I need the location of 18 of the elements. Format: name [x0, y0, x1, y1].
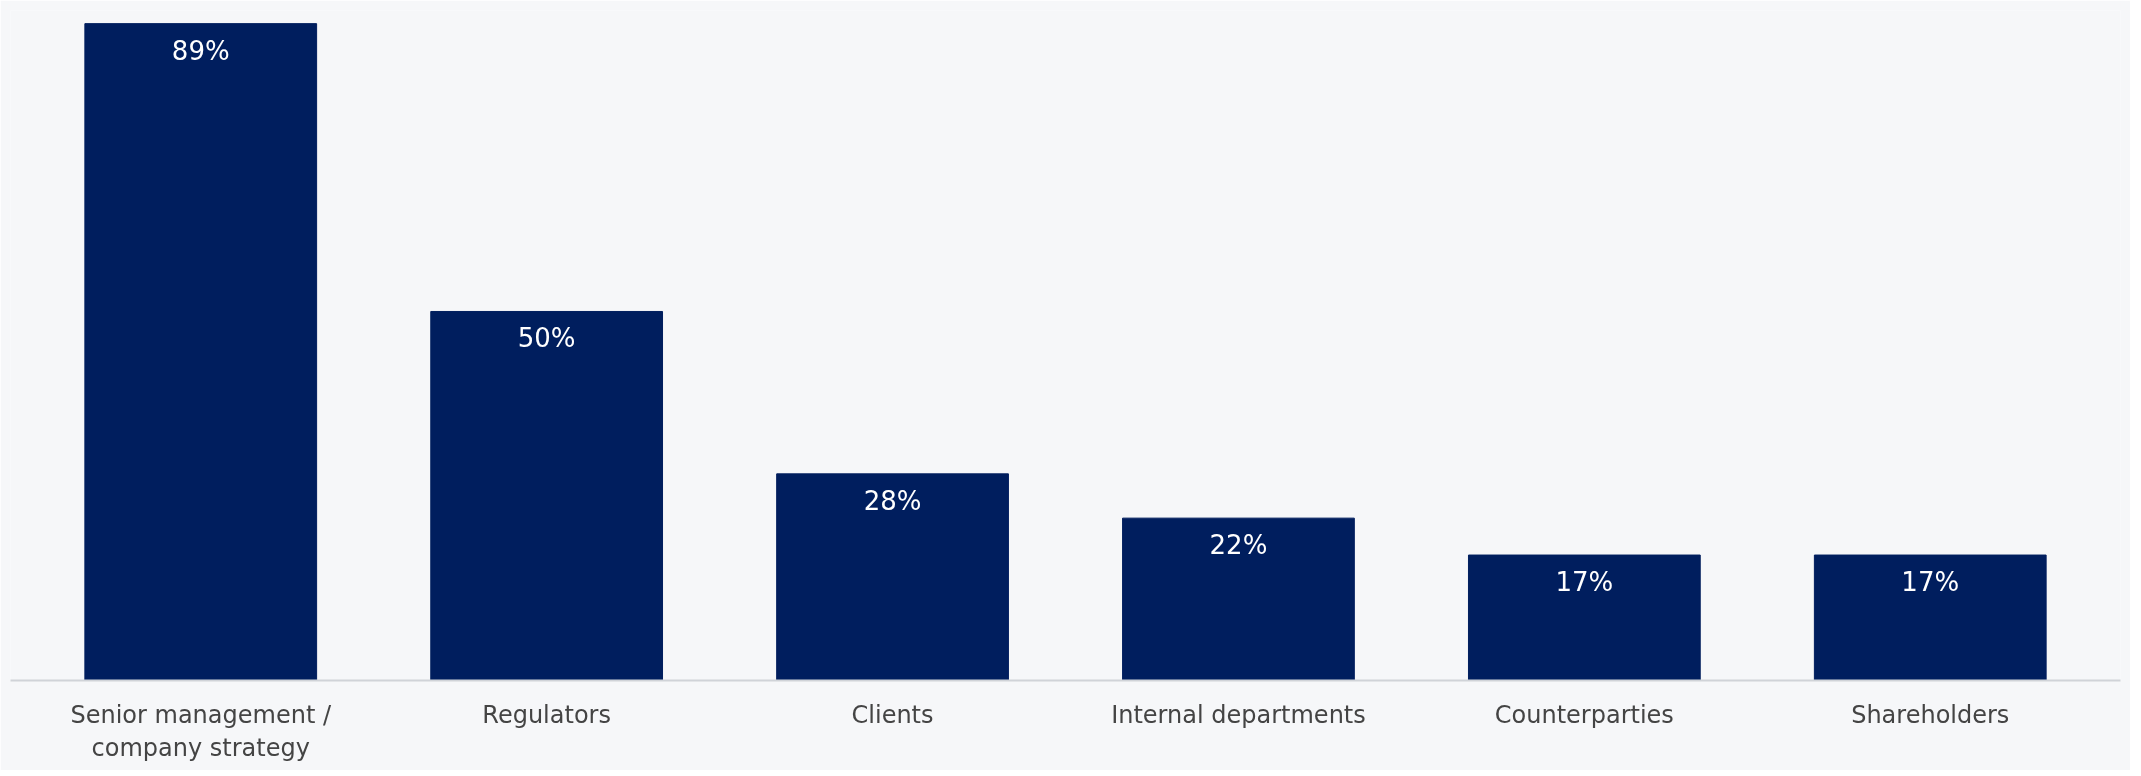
- x-tick-label: Shareholders: [1851, 700, 2010, 729]
- data-label: 17%: [1901, 567, 1960, 598]
- data-label: 22%: [1209, 530, 1268, 561]
- x-tick-label: Clients: [851, 700, 934, 729]
- bar: [430, 310, 664, 681]
- data-label: 89%: [171, 35, 230, 66]
- x-tick-label: Senior management / company strategy: [70, 700, 332, 763]
- x-tick-label: Regulators: [482, 700, 611, 729]
- data-label: 50%: [517, 323, 576, 354]
- bar: [776, 473, 1009, 681]
- bar: [1122, 517, 1355, 681]
- data-label: 17%: [1555, 567, 1614, 598]
- bar: [1467, 554, 1701, 681]
- x-tick-label: Counterparties: [1494, 700, 1674, 729]
- data-label: 28%: [863, 485, 922, 516]
- x-tick-label: Internal departments: [1111, 700, 1366, 729]
- bar: [1813, 554, 2047, 681]
- bar: [84, 23, 318, 681]
